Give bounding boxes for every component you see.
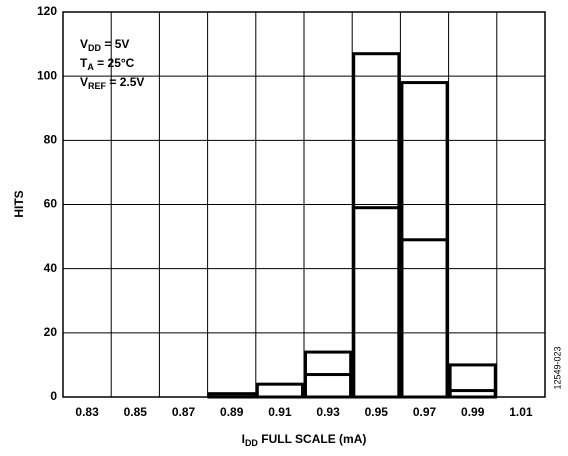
x-tick-label: 0.97 xyxy=(413,405,437,419)
y-axis-label: HITS xyxy=(12,190,26,217)
x-tick-label: 0.85 xyxy=(124,405,148,419)
histogram-bar xyxy=(400,238,449,399)
annotation-main: T xyxy=(80,56,88,70)
y-tick-label: 60 xyxy=(44,197,58,211)
annotation-rest: = 25°C xyxy=(94,56,135,70)
x-tick-label: 0.83 xyxy=(75,405,99,419)
annotation: VDD = 5V xyxy=(80,37,129,53)
y-tick-label: 20 xyxy=(44,325,58,339)
y-tick-label: 120 xyxy=(37,4,57,18)
plot-frame xyxy=(62,11,546,398)
histogram-bar xyxy=(352,206,401,399)
annotation: VREF = 2.5V xyxy=(80,75,144,91)
histogram-bar xyxy=(255,382,304,399)
x-axis-label-sub: DD xyxy=(245,438,258,448)
x-tick-label: 0.95 xyxy=(365,405,389,419)
y-tick-label: 0 xyxy=(50,389,57,403)
x-axis-label-rest: FULL SCALE (mA) xyxy=(258,432,366,446)
x-tick-label: 0.99 xyxy=(461,405,485,419)
x-axis-label-main: I xyxy=(242,432,245,446)
y-tick-label: 100 xyxy=(37,68,57,82)
histogram-bar xyxy=(448,389,497,399)
figure-id: 12549-023 xyxy=(552,346,562,389)
annotation-sub: A xyxy=(87,62,94,72)
annotation-main: V xyxy=(80,75,88,89)
x-tick-label: 1.01 xyxy=(509,405,533,419)
annotation: TA = 25°C xyxy=(80,56,135,72)
x-tick-label: 0.87 xyxy=(172,405,196,419)
histogram-bar xyxy=(304,373,353,399)
annotation-sub: REF xyxy=(88,81,107,91)
y-tick-label: 40 xyxy=(44,261,58,275)
annotation-sub: DD xyxy=(88,43,101,53)
annotation-rest: = 2.5V xyxy=(106,75,144,89)
histogram-bar xyxy=(207,392,256,399)
annotation-main: V xyxy=(80,37,88,51)
y-tick-label: 80 xyxy=(44,133,58,147)
annotation-rest: = 5V xyxy=(101,37,129,51)
x-tick-label: 0.93 xyxy=(316,405,340,419)
x-tick-label: 0.89 xyxy=(220,405,244,419)
x-tick-label: 0.91 xyxy=(268,405,292,419)
x-axis-label: IDD FULL SCALE (mA) xyxy=(242,432,367,448)
